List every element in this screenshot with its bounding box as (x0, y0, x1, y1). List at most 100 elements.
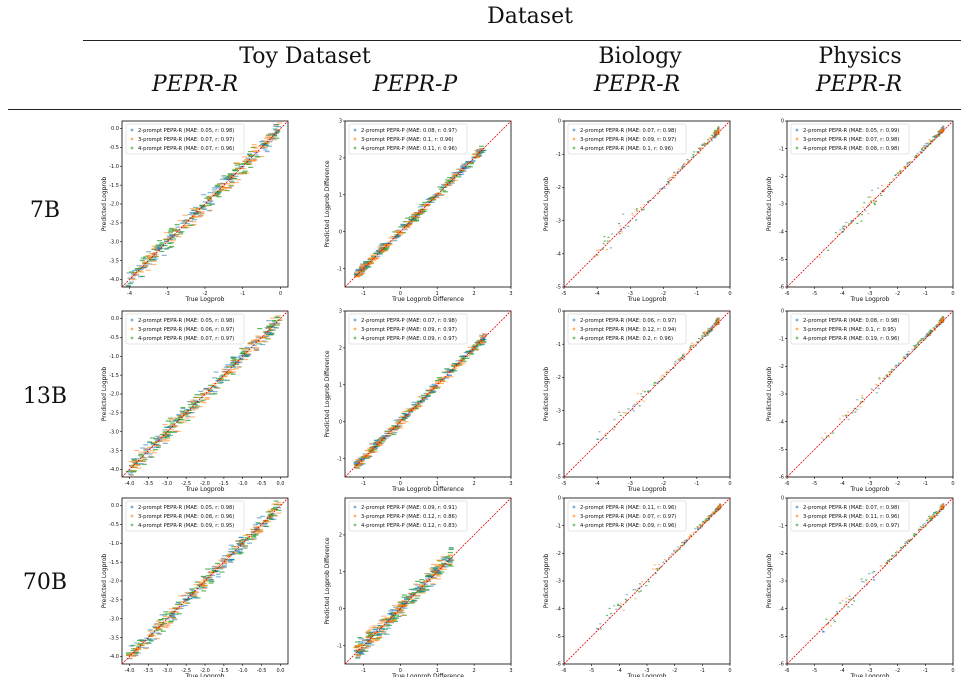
scatter-point (222, 562, 228, 564)
scatter-point (841, 600, 844, 602)
scatter-point (715, 131, 718, 133)
scatter-point (275, 315, 281, 317)
scatter-point (700, 338, 703, 341)
scatter-point (431, 577, 437, 580)
scatter-point (714, 322, 717, 324)
scatter-point (157, 239, 163, 242)
diagonal-line (786, 497, 954, 665)
legend-marker (572, 137, 576, 141)
scatter-point (165, 613, 171, 615)
diagonal-line (786, 120, 954, 288)
scatter-point (930, 330, 933, 332)
scatter-point (358, 265, 364, 267)
y-tick-label: -1 (779, 336, 784, 342)
diagonal-line (786, 310, 954, 478)
scatter-point (407, 221, 413, 223)
scatter-point (168, 616, 174, 618)
scatter-point (162, 616, 168, 618)
scatter-point (603, 240, 606, 242)
scatter-point (596, 254, 599, 256)
scatter-point (449, 177, 455, 179)
x-tick-label: 1 (436, 481, 439, 487)
scatter-point (844, 414, 847, 416)
scatter-point (147, 630, 153, 632)
scatter-point (875, 392, 878, 394)
scatter-point (190, 409, 196, 411)
scatter-point (177, 422, 183, 424)
y-tick-label: -5 (556, 634, 561, 640)
scatter-point (244, 355, 250, 357)
scatter-point (189, 211, 195, 214)
scatter-point (217, 563, 223, 565)
scatter-point (172, 234, 178, 236)
scatter-point (683, 353, 686, 355)
scatter-point (235, 168, 241, 170)
scatter-point (942, 316, 945, 318)
scatter-point (220, 374, 226, 376)
scatter-point (414, 402, 420, 404)
scatter-point (405, 596, 411, 598)
scatter-point (138, 451, 144, 453)
scatter-point (232, 548, 238, 550)
scatter-point (393, 419, 399, 421)
scatter-point (218, 375, 224, 377)
scatter-point (372, 447, 378, 449)
legend-box (348, 123, 468, 155)
scatter-point (929, 333, 932, 335)
scatter-point (177, 418, 183, 421)
scatter-point (203, 388, 209, 390)
scatter-point (701, 143, 704, 145)
scatter-point (832, 619, 835, 621)
scatter-point (367, 452, 373, 454)
scatter-point (907, 539, 910, 541)
scatter-point (717, 130, 720, 132)
scatter-point (400, 422, 406, 424)
scatter-point (906, 164, 909, 166)
scatter-point (207, 387, 213, 389)
scatter-point (228, 548, 234, 550)
scatter-point (412, 406, 418, 408)
legend-entry: 2-prompt PEPR-P (MAE: 0.09, r: 0.91) (361, 505, 457, 511)
scatter-point (365, 630, 371, 632)
scatter-point (171, 431, 177, 433)
scatter-point (177, 219, 183, 222)
scatter-point (249, 347, 255, 349)
scatter-point (842, 225, 845, 227)
scatter-point (853, 218, 856, 220)
scatter-point (397, 609, 403, 612)
scatter-point (252, 146, 258, 148)
scatter-point (358, 648, 364, 651)
scatter-point (439, 571, 445, 573)
scatter-point (692, 344, 695, 347)
scatter-point (167, 426, 173, 428)
scatter-point (938, 320, 941, 322)
scatter-point (375, 255, 381, 257)
scatter-point (267, 513, 273, 516)
y-tick-label: 2 (339, 346, 342, 352)
scatter-point (230, 357, 236, 360)
scatter-point (272, 135, 278, 137)
scatter-point (632, 405, 635, 407)
scatter-point (904, 541, 907, 543)
scatter-point (430, 389, 436, 391)
x-tick-label: -4 (595, 481, 600, 487)
scatter-point (920, 148, 923, 150)
scatter-point (428, 575, 434, 578)
scatter-point (897, 362, 900, 364)
scatter-point (148, 253, 154, 255)
scatter-point (691, 342, 694, 344)
scatter-point (480, 338, 486, 341)
y-axis-label: Predicted Logprob (766, 367, 773, 422)
scatter-point (264, 334, 270, 337)
scatter-point (940, 504, 943, 506)
scatter-point (853, 600, 856, 602)
scatter-point (696, 527, 699, 529)
legend-marker (795, 523, 799, 527)
scatter-point (187, 597, 193, 600)
scatter-point (833, 620, 836, 623)
scatter-point (175, 421, 181, 423)
scatter-point (353, 646, 359, 649)
scatter-point (622, 609, 625, 611)
x-axis-label: True Logprob (185, 486, 225, 493)
scatter-point (377, 636, 383, 639)
